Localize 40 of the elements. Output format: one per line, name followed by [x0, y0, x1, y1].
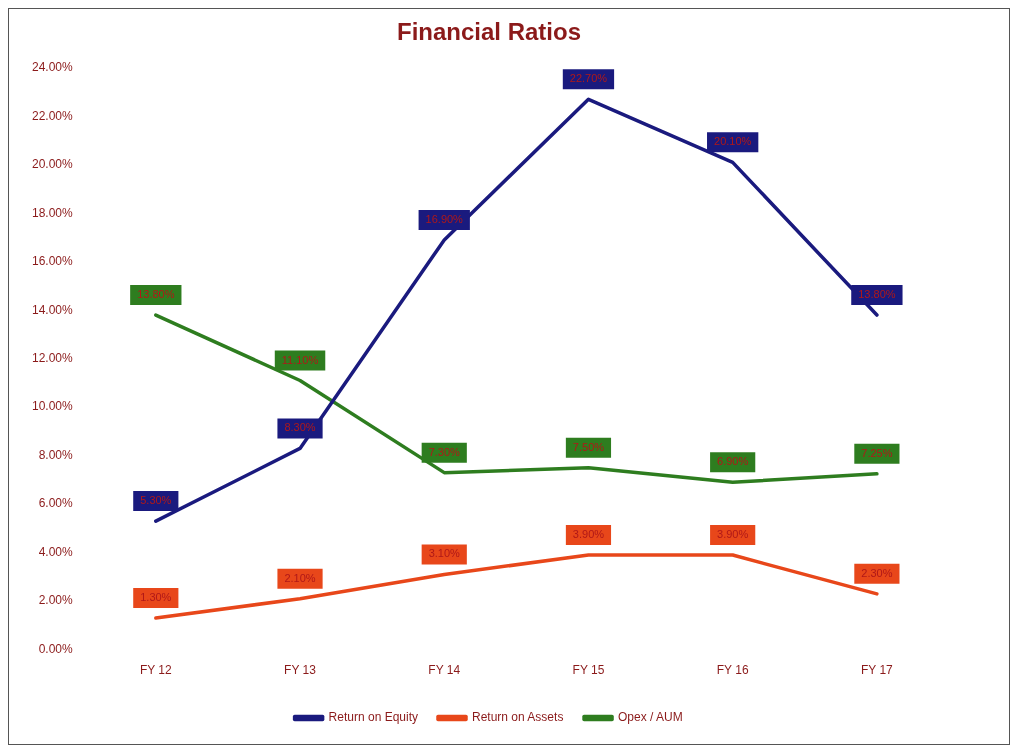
y-tick-label: 18.00%: [32, 205, 74, 220]
y-tick-label: 20.00%: [32, 157, 74, 172]
data-label: 11.10%: [281, 353, 319, 366]
x-tick-label: FY 17: [860, 663, 894, 678]
data-label: 7.50%: [572, 440, 605, 453]
data-label: 8.30%: [284, 421, 316, 434]
data-label: 7.25%: [861, 446, 893, 459]
data-label: 3.90%: [572, 528, 605, 541]
data-label: 13.80%: [858, 288, 896, 301]
data-label: 7.30%: [428, 445, 461, 458]
data-label: 22.70%: [569, 72, 608, 85]
data-label: 13.80%: [137, 288, 175, 301]
legend-label: Return on Assets: [472, 710, 564, 725]
data-label: 20.10%: [714, 135, 752, 148]
y-tick-label: 0.00%: [38, 641, 74, 656]
y-tick-label: 8.00%: [38, 447, 74, 462]
data-label: 6.90%: [717, 455, 749, 468]
y-tick-label: 14.00%: [32, 302, 74, 317]
y-tick-label: 12.00%: [32, 351, 74, 366]
chart-title: Financial Ratios: [396, 18, 582, 46]
x-tick-label: FY 13: [284, 663, 317, 678]
data-label: 3.90%: [717, 528, 749, 541]
y-tick-label: 6.00%: [38, 496, 74, 511]
legend-label: Return on Equity: [328, 710, 418, 725]
data-label: 16.90%: [425, 212, 464, 225]
data-label: 5.30%: [140, 494, 172, 507]
y-tick-label: 16.00%: [32, 254, 74, 269]
y-tick-label: 4.00%: [38, 544, 74, 559]
y-tick-label: 24.00%: [32, 60, 74, 75]
y-tick-label: 10.00%: [32, 399, 74, 414]
y-tick-label: 22.00%: [32, 108, 74, 123]
legend-label: Opex / AUM: [618, 710, 683, 725]
x-tick-label: FY 15: [572, 663, 605, 678]
data-label: 1.30%: [140, 591, 172, 604]
data-label: 2.30%: [861, 566, 893, 579]
data-label: 3.10%: [428, 547, 461, 560]
x-tick-label: FY 12: [139, 663, 173, 678]
y-tick-label: 2.00%: [38, 593, 74, 608]
x-tick-label: FY 16: [716, 663, 749, 678]
x-tick-label: FY 14: [428, 663, 461, 678]
